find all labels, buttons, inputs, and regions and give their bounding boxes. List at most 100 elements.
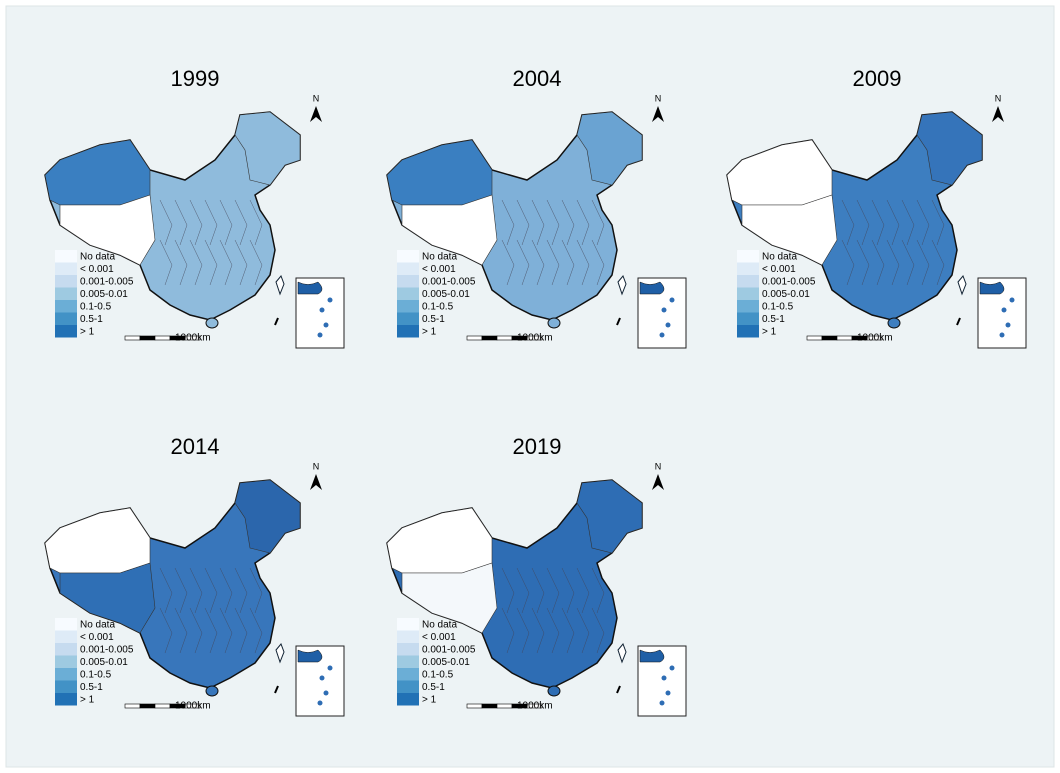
- north-label: N: [655, 93, 662, 103]
- island-dash: [274, 685, 279, 694]
- province-border: [546, 239, 560, 286]
- hainan: [887, 317, 901, 329]
- hainan: [205, 685, 219, 697]
- province-border: [546, 199, 560, 246]
- scale-label: 1000km: [175, 701, 211, 712]
- legend-swatch: [55, 287, 77, 300]
- legend-swatch: [737, 287, 759, 300]
- scale-segment: [496, 335, 513, 341]
- legend-label: < 0.001: [422, 264, 456, 275]
- legend-label: < 0.001: [422, 632, 456, 643]
- legend-label: > 1: [80, 327, 95, 338]
- scale-segment: [154, 703, 171, 709]
- legend-label: 0.005-0.01: [762, 289, 810, 300]
- province-border: [234, 199, 248, 246]
- legend-label: 0.001-0.005: [762, 277, 816, 288]
- province-border: [219, 199, 233, 246]
- inset-island: [1005, 322, 1011, 328]
- hainan: [547, 317, 561, 329]
- province-border: [189, 199, 203, 246]
- scale-segment: [866, 335, 883, 341]
- legend-label: < 0.001: [80, 264, 114, 275]
- legend-label: > 1: [80, 695, 95, 706]
- legend-swatch: [397, 312, 419, 325]
- north-label: N: [313, 461, 320, 471]
- province-border: [204, 239, 218, 286]
- legend-swatch: [55, 618, 77, 631]
- legend-label: 0.5-1: [80, 314, 103, 325]
- region-tibet: [741, 194, 838, 266]
- inset-island: [659, 700, 665, 706]
- region-northeast: [234, 479, 301, 554]
- province-border: [159, 567, 173, 614]
- legend-label: < 0.001: [80, 632, 114, 643]
- taiwan: [617, 275, 627, 296]
- legend-swatch: [55, 680, 77, 693]
- province-border: [174, 239, 188, 286]
- legend-swatch: [397, 680, 419, 693]
- legend-swatch: [737, 325, 759, 338]
- inset-coast: [297, 281, 323, 295]
- legend-label: 0.005-0.01: [422, 657, 470, 668]
- region-xinjiang: [44, 507, 151, 574]
- scale-segment: [184, 335, 201, 341]
- legend-label: 0.001-0.005: [422, 277, 476, 288]
- province-border: [561, 567, 575, 614]
- province-border: [931, 239, 945, 286]
- province-border: [531, 199, 545, 246]
- scale-label: 1000km: [857, 333, 893, 344]
- province-border: [546, 607, 560, 654]
- legend-swatch: [55, 655, 77, 668]
- scale-segment: [481, 335, 498, 341]
- region-xinjiang: [386, 507, 493, 574]
- map-panel: 2014 N No data< 0.001 0.001-0.0050.005-0.01…: [44, 434, 345, 717]
- legend-label: No data: [762, 252, 797, 263]
- province-border: [234, 567, 248, 614]
- legend-label: 0.001-0.005: [80, 277, 134, 288]
- inset-island: [669, 297, 675, 303]
- north-arrow: [652, 474, 664, 490]
- scale-segment: [526, 335, 543, 341]
- legend-label: > 1: [762, 327, 777, 338]
- province-border: [234, 239, 248, 286]
- province-border: [189, 239, 203, 286]
- province-border: [901, 199, 915, 246]
- legend-label: 0.5-1: [422, 682, 445, 693]
- province-border: [591, 607, 605, 654]
- hainan: [547, 685, 561, 697]
- scale-segment: [526, 703, 543, 709]
- legend-swatch: [55, 693, 77, 706]
- inset-island: [327, 297, 333, 303]
- inset-coast: [639, 281, 665, 295]
- legend-swatch: [55, 275, 77, 288]
- legend-label: 0.5-1: [762, 314, 785, 325]
- inset-island: [319, 307, 325, 313]
- region-tibet: [401, 194, 498, 266]
- province-border: [931, 199, 945, 246]
- north-arrow: [652, 106, 664, 122]
- province-border: [531, 607, 545, 654]
- island-dash: [956, 317, 961, 326]
- legend-label: 0.1-0.5: [422, 302, 454, 313]
- region-tibet: [59, 562, 156, 634]
- province-border: [916, 199, 930, 246]
- legend-swatch: [397, 262, 419, 275]
- legend-swatch: [737, 312, 759, 325]
- province-border: [871, 199, 885, 246]
- scale-segment: [496, 703, 513, 709]
- scale-label: 1000km: [517, 701, 553, 712]
- province-border: [219, 607, 233, 654]
- scale-segment: [821, 335, 838, 341]
- taiwan: [617, 643, 627, 664]
- legend-label: No data: [80, 620, 115, 631]
- province-border: [234, 607, 248, 654]
- legend-label: 0.1-0.5: [80, 670, 112, 681]
- legend-label: 0.005-0.01: [80, 289, 128, 300]
- north-arrow: [992, 106, 1004, 122]
- inset-island: [999, 332, 1005, 338]
- legend-label: 0.5-1: [422, 314, 445, 325]
- inset-island: [319, 675, 325, 681]
- province-border: [591, 239, 605, 286]
- scale-segment: [806, 335, 823, 341]
- legend-label: 0.1-0.5: [422, 670, 454, 681]
